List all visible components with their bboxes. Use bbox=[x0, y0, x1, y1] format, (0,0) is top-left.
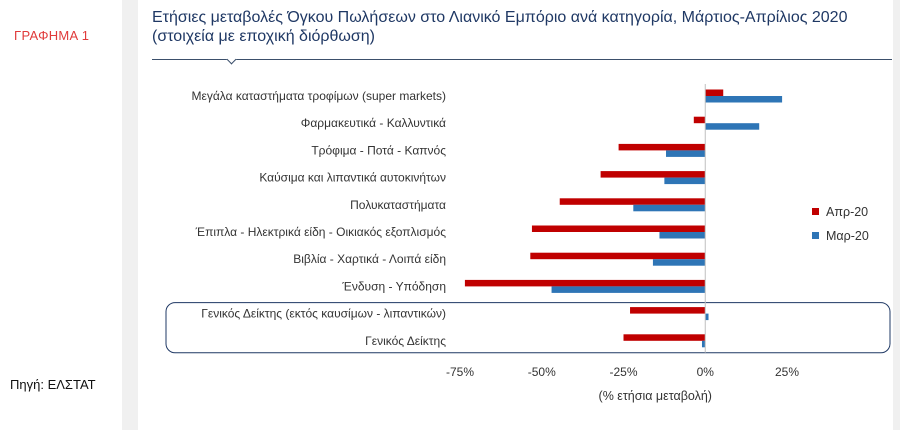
bar-apr bbox=[464, 279, 706, 287]
category-label: Γενικός Δείκτης (εκτός καυσίμων - λιπαντ… bbox=[201, 307, 446, 321]
bar-mar bbox=[705, 123, 760, 130]
category-label: Καύσιμα και λιπαντικά αυτοκινήτων bbox=[259, 171, 446, 185]
bar-apr bbox=[630, 307, 706, 314]
x-tick-label: 0% bbox=[697, 365, 715, 379]
legend-label: Μαρ-20 bbox=[826, 229, 869, 243]
bar-apr bbox=[623, 334, 706, 341]
title-rule bbox=[152, 59, 892, 60]
category-label: Γενικός Δείκτης bbox=[365, 334, 446, 348]
figure-label: ΓΡΑΦΗΜΑ 1 bbox=[14, 28, 90, 43]
bar-mar bbox=[551, 286, 706, 293]
x-tick-label: -75% bbox=[446, 365, 474, 379]
x-tick-label: -50% bbox=[528, 365, 556, 379]
legend-swatch bbox=[812, 208, 819, 215]
bar-mar bbox=[666, 150, 706, 157]
legend-swatch bbox=[812, 232, 819, 239]
highlight-box bbox=[165, 302, 891, 354]
bar-apr bbox=[530, 252, 706, 260]
bar-apr bbox=[559, 198, 706, 205]
right-strip bbox=[893, 0, 900, 430]
category-label: Ένδυση - Υπόδηση bbox=[341, 279, 446, 293]
category-label: Φαρμακευτικά - Καλλυντικά bbox=[301, 116, 446, 130]
bar-mar bbox=[664, 177, 706, 185]
bar-apr bbox=[705, 89, 724, 96]
divider-strip bbox=[122, 0, 138, 430]
chart-title: Ετήσιες μεταβολές Όγκου Πωλήσεων στο Λια… bbox=[152, 8, 892, 46]
category-label: Έπιπλα - Ηλεκτρικά είδη - Οικιακός εξοπλ… bbox=[195, 225, 447, 239]
bar-mar bbox=[701, 340, 706, 348]
x-tick-label: -25% bbox=[609, 365, 637, 379]
x-axis-title: (% ετήσια μεταβολή) bbox=[599, 389, 712, 403]
bar-mar bbox=[705, 313, 709, 321]
category-label: Πολυκαταστήματα bbox=[350, 198, 446, 212]
category-label: Μεγάλα καταστήματα τροφίμων (super marke… bbox=[191, 89, 446, 103]
legend-label: Απρ-20 bbox=[826, 205, 868, 219]
left-panel bbox=[0, 0, 122, 430]
bar-apr bbox=[531, 225, 706, 232]
bar-mar bbox=[652, 259, 706, 266]
source-note: Πηγή: ΕΛΣΤΑΤ bbox=[10, 377, 96, 392]
category-label: Τρόφιμα - Ποτά - Καπνός bbox=[311, 143, 446, 157]
bar-apr bbox=[600, 171, 706, 178]
category-label: Βιβλία - Χαρτικά - Λοιπά είδη bbox=[293, 252, 446, 266]
x-tick-label: 25% bbox=[775, 365, 799, 379]
chart-title-line1: Ετήσιες μεταβολές Όγκου Πωλήσεων στο Λια… bbox=[152, 9, 848, 26]
bar-mar bbox=[705, 96, 783, 103]
bar-apr bbox=[693, 116, 706, 124]
chart-title-line2: (στοιχεία με εποχική διόρθωση) bbox=[152, 28, 375, 45]
bar-apr bbox=[618, 143, 706, 151]
bar-mar bbox=[659, 232, 706, 239]
bar-mar bbox=[633, 204, 706, 212]
